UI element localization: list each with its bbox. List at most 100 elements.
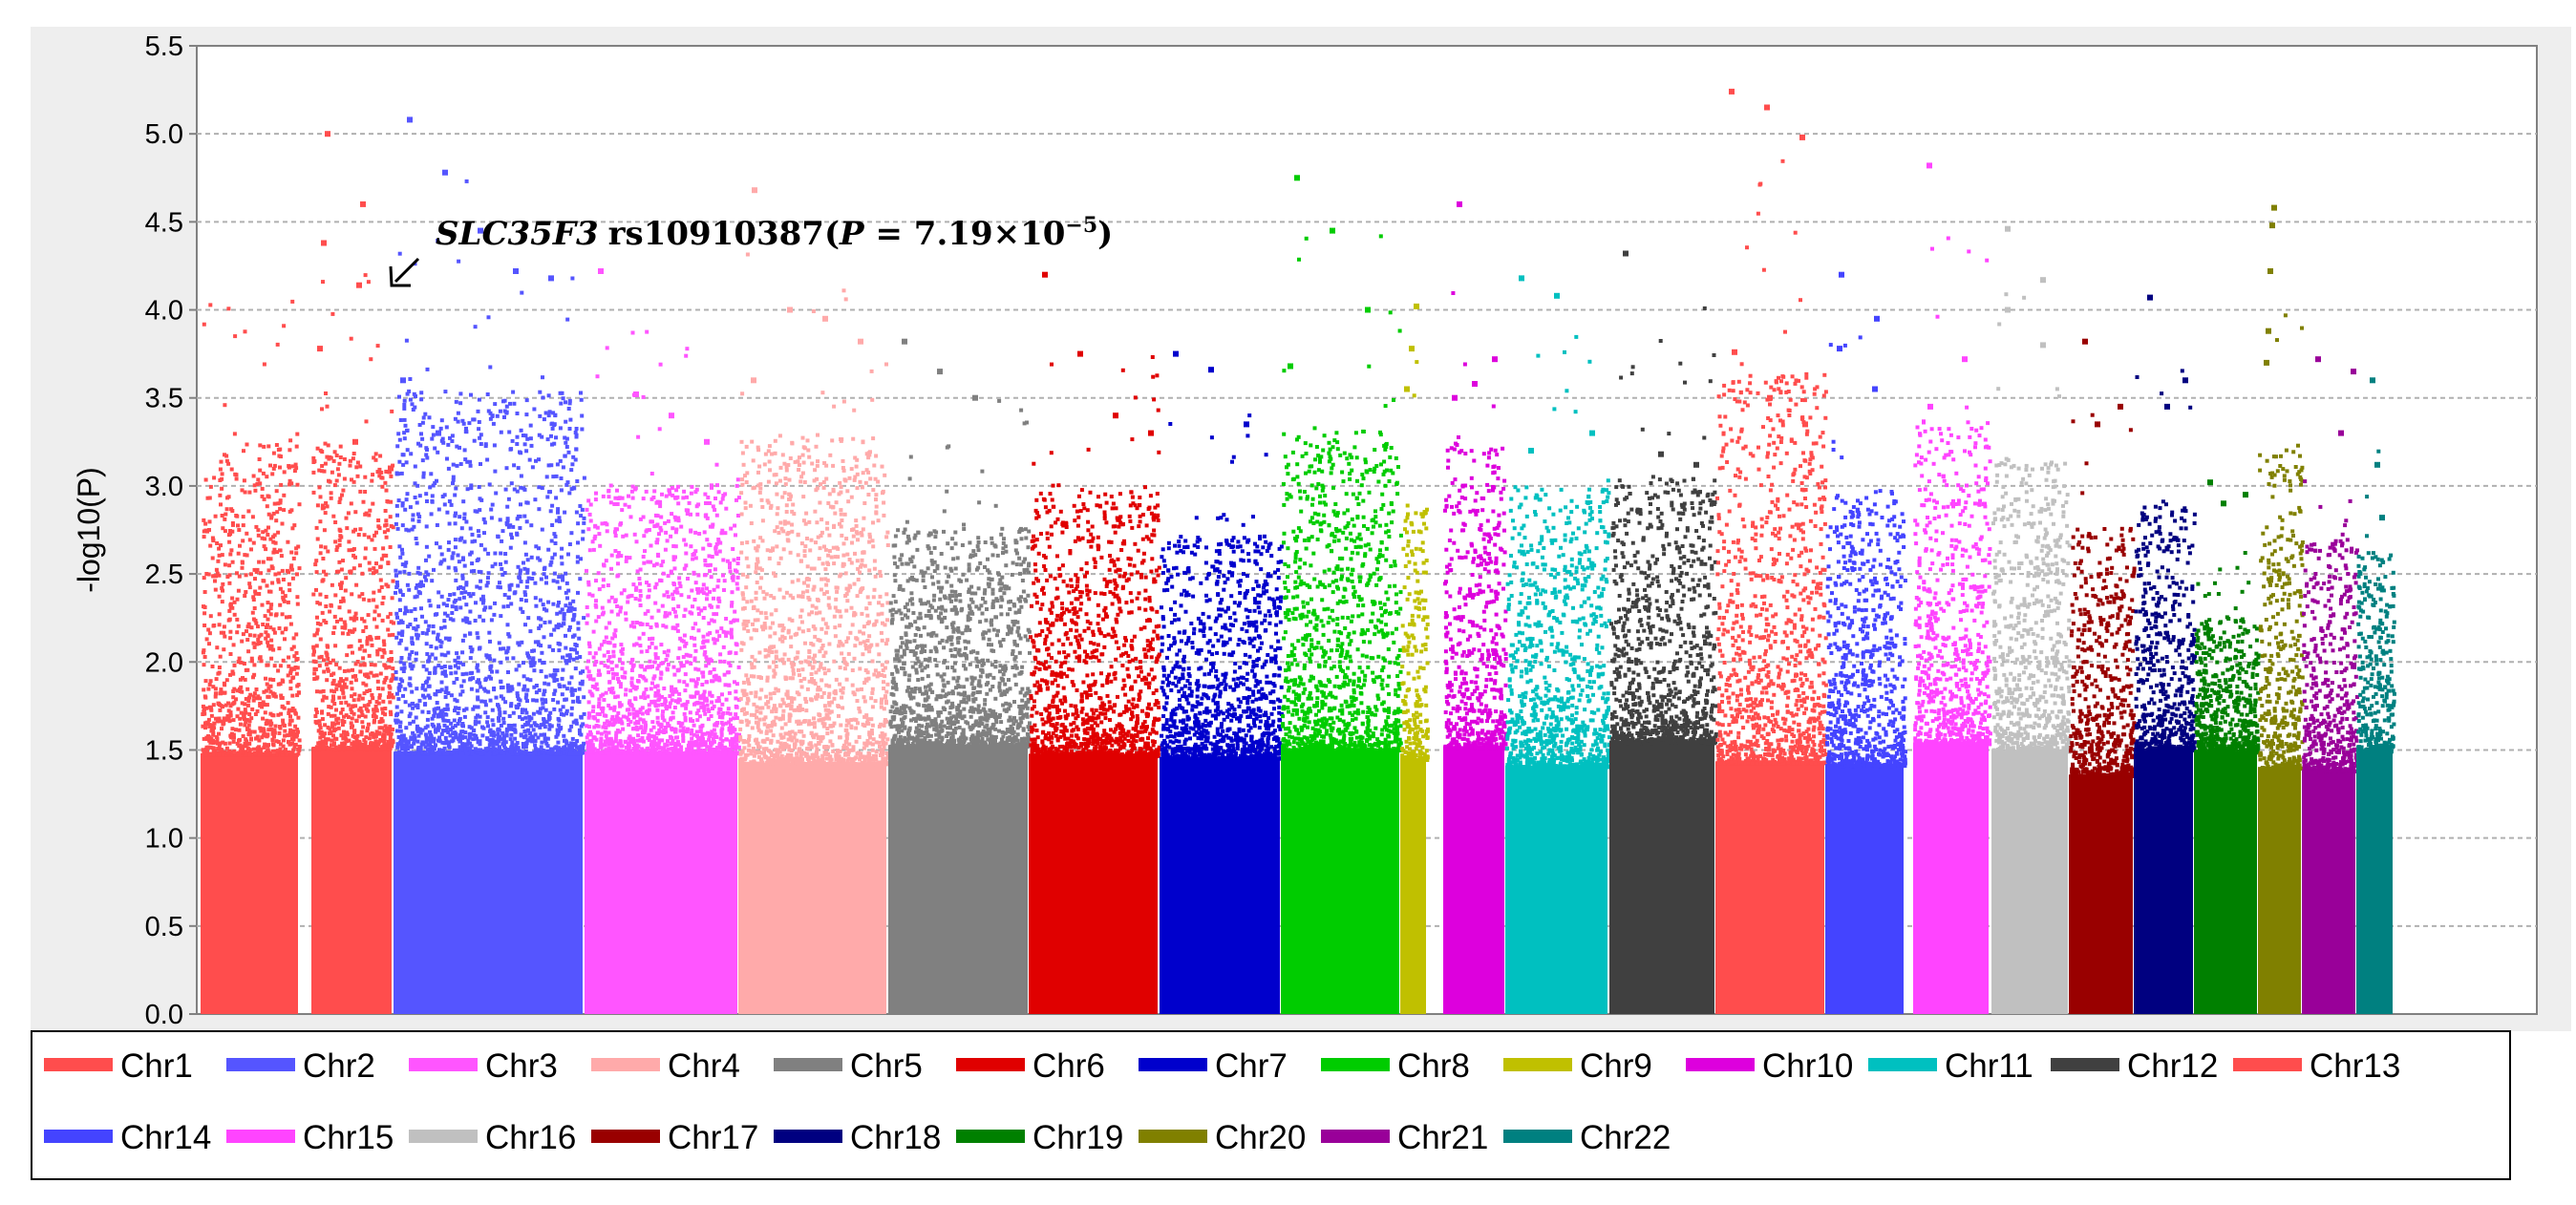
data-point [228,652,233,656]
data-point [425,717,430,722]
data-point [386,560,391,565]
data-point [343,625,348,630]
data-point [400,501,405,506]
data-point [488,365,493,370]
data-point [556,723,561,728]
data-point [692,723,696,728]
data-point [492,751,497,756]
data-point [609,738,614,743]
data-point [414,394,417,398]
data-point [377,730,382,735]
data-point [376,613,381,618]
data-point [735,586,740,591]
data-point [281,658,286,663]
data-point [368,508,373,513]
data-point [462,633,467,638]
data-point [413,606,417,611]
data-point [613,745,618,750]
data-point [525,677,530,682]
data-point [397,570,402,575]
data-point [645,649,649,653]
data-point [400,547,404,552]
data-point [524,741,529,746]
data-point [262,497,266,501]
data-point [247,712,252,716]
data-point [671,738,675,743]
data-point [455,444,459,449]
data-point [434,645,438,650]
data-point [408,662,413,666]
data-point [216,671,221,676]
data-point [262,745,266,750]
data-point [278,465,282,470]
data-point [650,751,655,756]
data-point [505,751,510,756]
data-point [325,644,330,648]
data-point [451,750,456,754]
data-point [266,744,270,749]
data-point [448,617,453,622]
data-point [498,713,502,718]
data-point [338,497,343,501]
data-point [448,593,453,597]
data-point [705,516,710,520]
data-point [734,533,737,538]
data-point [695,718,700,723]
data-point [619,591,624,596]
data-point [454,568,458,573]
data-point [218,467,223,472]
data-point [643,696,648,701]
data-point [285,752,289,757]
data-point [438,645,443,649]
data-point [440,670,445,675]
data-point [534,698,539,703]
data-point [246,723,251,728]
data-point [509,582,514,587]
data-point [659,729,664,734]
data-point [232,687,237,691]
data-point [287,570,291,575]
data-point [389,679,394,684]
data-point [222,647,226,652]
data-point [361,681,366,686]
data-point [634,539,639,544]
data-point [282,599,287,603]
data-point [670,486,674,490]
data-point [542,606,546,611]
data-point [203,477,208,482]
data-point [616,551,621,555]
data-point [245,442,249,447]
data-point [693,581,698,585]
data-point [578,670,583,675]
data-point [276,712,281,717]
data-point [631,711,636,716]
data-point [617,496,622,500]
data-point [719,626,724,631]
data-point [550,523,555,527]
data-point [685,700,690,705]
data-point [710,748,714,751]
data-point [666,662,671,666]
data-point [736,514,740,518]
data-point [520,710,524,715]
data-point [586,580,591,584]
data-point [415,636,420,641]
data-point [507,634,512,639]
data-point [275,749,280,753]
data-point [275,510,280,515]
data-point [454,511,458,516]
data-point [642,560,647,565]
data-point [340,625,345,630]
data-point [406,747,411,750]
data-point [560,561,564,566]
data-point [585,724,589,729]
data-point [231,695,236,700]
data-point [525,721,530,726]
data-point [522,442,527,447]
data-point [529,664,534,668]
data-point [264,722,268,726]
data-point [451,481,455,486]
data-point [201,748,205,752]
data-point [442,619,447,624]
data-point [458,445,461,450]
